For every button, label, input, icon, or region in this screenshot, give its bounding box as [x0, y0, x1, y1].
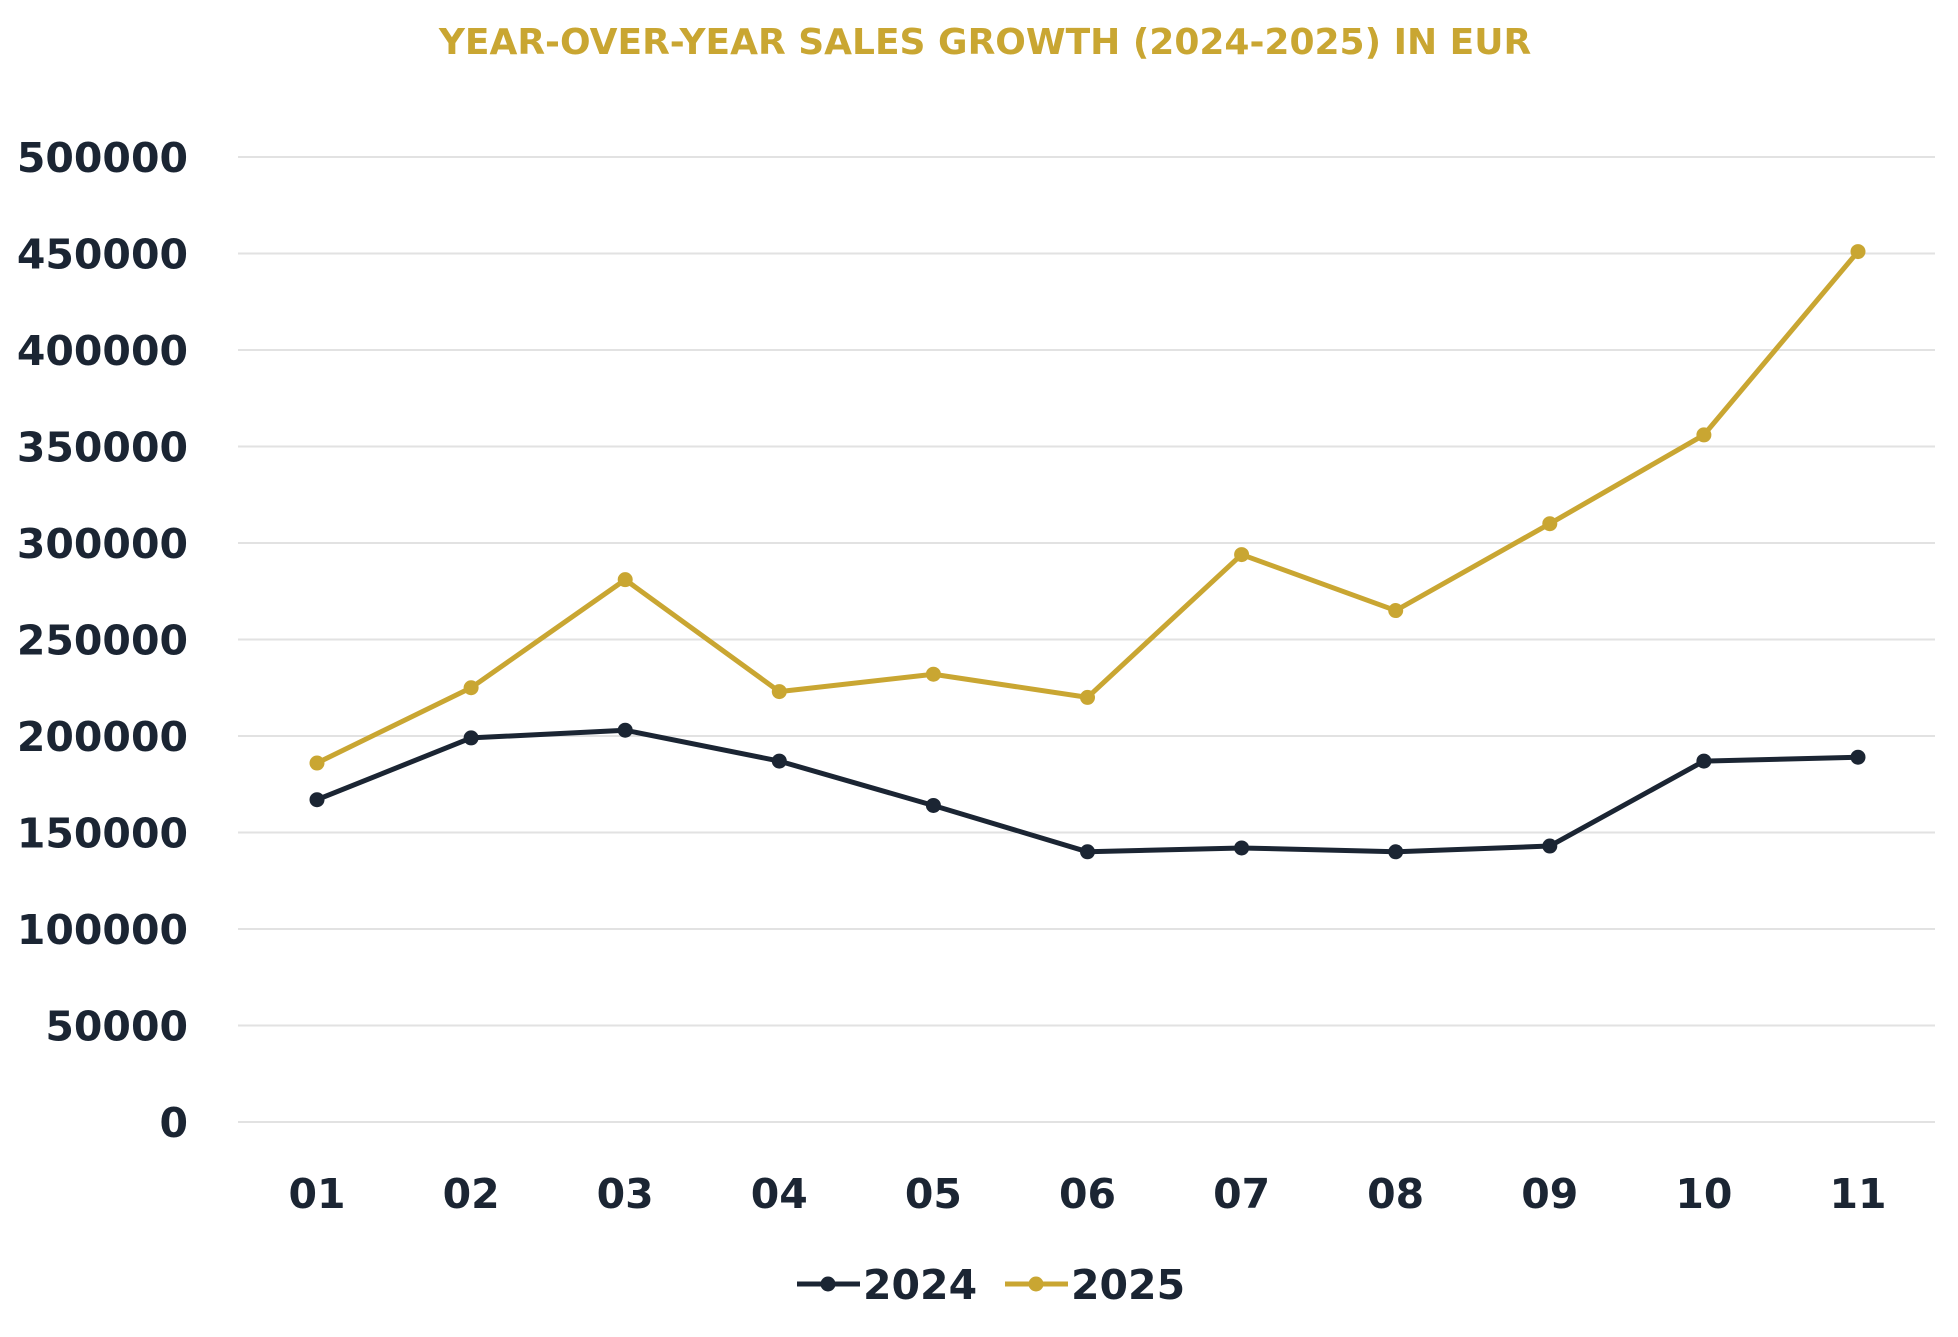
data-point-2025-09[interactable]: [1542, 516, 1558, 532]
series-lines: [309, 244, 1866, 860]
data-point-2024-01[interactable]: [309, 792, 325, 808]
data-point-2025-05[interactable]: [925, 666, 941, 682]
x-tick-label: 10: [1675, 1170, 1732, 1218]
data-point-2025-08[interactable]: [1388, 603, 1404, 619]
chart-title: YEAR-OVER-YEAR SALES GROWTH (2024-2025) …: [438, 22, 1531, 63]
data-point-2025-07[interactable]: [1234, 547, 1250, 563]
legend-marker-2024: [820, 1276, 836, 1292]
legend-label-2025: 2025: [1071, 1261, 1185, 1309]
x-tick-label: 08: [1367, 1170, 1424, 1218]
y-axis-ticks: 0 50000 100000 150000 200000 250000 300000 3500…: [17, 134, 188, 1147]
legend-item-2024[interactable]: 2024: [797, 1261, 977, 1309]
y-tick-label: 0: [159, 1099, 188, 1147]
y-tick-label: 500000: [17, 134, 188, 182]
x-tick-label: 07: [1213, 1170, 1270, 1218]
y-tick-label: 450000: [17, 231, 188, 279]
y-tick-label: 400000: [17, 327, 188, 375]
y-tick-label: 50000: [45, 1003, 188, 1051]
series-line-2024: [316, 727, 1859, 855]
data-point-2025-04[interactable]: [771, 684, 787, 700]
data-point-2024-04[interactable]: [771, 753, 787, 769]
x-tick-label: 05: [905, 1170, 962, 1218]
data-point-2025-03[interactable]: [617, 572, 633, 588]
x-tick-label: 03: [597, 1170, 654, 1218]
data-point-2024-08[interactable]: [1388, 844, 1404, 860]
data-point-2024-02[interactable]: [463, 730, 479, 746]
data-point-2025-10[interactable]: [1696, 427, 1712, 443]
x-axis-ticks: 01 02 03 04 05 06 07 08 09 10 11: [288, 1170, 1886, 1218]
gridlines: [238, 156, 1935, 1123]
legend-item-2025[interactable]: 2025: [1005, 1261, 1185, 1309]
data-point-2025-11[interactable]: [1850, 244, 1866, 260]
x-tick-label: 06: [1059, 1170, 1116, 1218]
y-tick-label: 150000: [17, 810, 188, 858]
data-point-2025-02[interactable]: [463, 680, 479, 696]
data-point-2024-06[interactable]: [1080, 844, 1095, 860]
data-point-2025-01[interactable]: [309, 755, 325, 771]
series-2025: [309, 244, 1866, 771]
y-tick-label: 200000: [17, 713, 188, 761]
legend-marker-2025: [1028, 1276, 1044, 1292]
y-tick-label: 100000: [17, 906, 188, 954]
x-tick-label: 09: [1521, 1170, 1578, 1218]
legend[interactable]: 2024 2025: [797, 1261, 1185, 1309]
series-line-2025: [315, 249, 1860, 766]
data-point-2024-10[interactable]: [1696, 753, 1712, 769]
data-point-2024-05[interactable]: [925, 797, 941, 813]
x-tick-label: 01: [288, 1170, 345, 1218]
y-tick-label: 300000: [17, 520, 188, 568]
y-tick-label: 350000: [17, 424, 188, 472]
y-tick-label: 250000: [17, 617, 188, 665]
x-tick-label: 11: [1829, 1170, 1886, 1218]
x-tick-label: 04: [751, 1170, 808, 1218]
data-point-2024-03[interactable]: [617, 722, 633, 738]
data-point-2024-07[interactable]: [1234, 840, 1250, 856]
data-point-2024-09[interactable]: [1542, 838, 1558, 854]
data-point-2025-06[interactable]: [1080, 689, 1095, 705]
legend-label-2024: 2024: [863, 1261, 977, 1309]
series-2024: [309, 722, 1866, 860]
data-point-2024-11[interactable]: [1850, 749, 1866, 765]
x-tick-label: 02: [443, 1170, 500, 1218]
